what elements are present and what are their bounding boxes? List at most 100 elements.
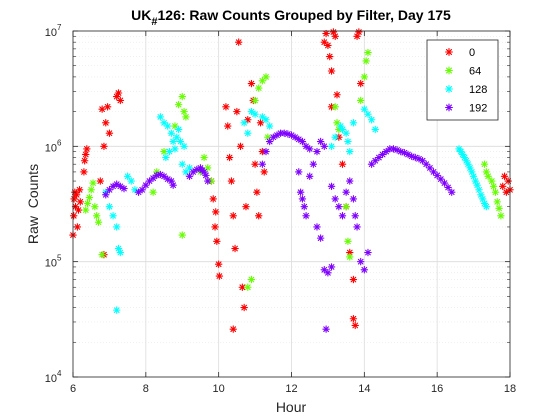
data-point xyxy=(356,79,365,88)
data-point xyxy=(316,137,325,146)
data-point xyxy=(74,206,83,214)
data-point xyxy=(298,195,307,203)
data-point xyxy=(251,110,259,118)
data-point xyxy=(300,202,308,211)
data-point xyxy=(447,188,456,196)
data-point xyxy=(182,113,190,121)
data-point xyxy=(176,137,185,146)
data-point xyxy=(109,212,117,220)
y-tick-exponent: 7 xyxy=(57,23,62,32)
data-point xyxy=(109,182,117,191)
data-point xyxy=(342,202,350,211)
data-point xyxy=(482,202,491,211)
data-point xyxy=(342,188,350,196)
data-point xyxy=(105,129,114,137)
data-point xyxy=(484,172,492,181)
data-point xyxy=(123,172,132,181)
x-tick-label: 14 xyxy=(358,383,370,395)
data-point xyxy=(364,110,372,118)
data-point xyxy=(495,204,503,213)
x-tick-label: 18 xyxy=(504,383,516,395)
data-point xyxy=(160,172,168,181)
title-subscript: # xyxy=(151,16,157,28)
data-point xyxy=(134,188,143,196)
data-point xyxy=(493,198,502,206)
data-point xyxy=(87,186,95,194)
data-point xyxy=(265,137,274,146)
x-tick-label: 10 xyxy=(213,383,225,395)
x-axis-label: Hour xyxy=(276,399,307,415)
data-point xyxy=(231,244,239,253)
data-points xyxy=(69,28,514,333)
data-point xyxy=(171,145,179,153)
series-64 xyxy=(81,48,505,292)
data-point xyxy=(138,186,146,194)
data-point xyxy=(83,145,91,153)
data-point xyxy=(362,57,370,65)
title-prefix: UK xyxy=(131,7,151,23)
data-point xyxy=(203,164,212,172)
data-point xyxy=(229,325,237,333)
data-point xyxy=(242,202,250,211)
data-point xyxy=(260,168,268,176)
data-point xyxy=(100,142,108,151)
data-point xyxy=(185,172,194,181)
data-point xyxy=(364,48,372,57)
data-point xyxy=(156,113,165,121)
data-point xyxy=(105,202,114,211)
data-point xyxy=(149,174,157,182)
data-point xyxy=(98,105,106,113)
data-point xyxy=(254,84,263,92)
data-point xyxy=(173,133,181,141)
data-point xyxy=(355,28,363,36)
data-point xyxy=(262,116,270,124)
y-tick-exponent: 5 xyxy=(57,254,62,263)
data-point xyxy=(211,223,219,231)
data-point xyxy=(182,168,190,176)
data-point xyxy=(251,160,259,168)
data-point xyxy=(305,145,314,153)
data-point xyxy=(256,119,265,127)
data-point xyxy=(215,272,224,280)
data-point xyxy=(212,208,220,216)
data-point xyxy=(200,153,208,162)
data-point xyxy=(236,142,245,151)
data-point xyxy=(360,73,369,81)
data-point xyxy=(72,191,81,199)
data-point xyxy=(75,186,84,194)
data-point xyxy=(360,105,369,113)
data-point xyxy=(254,212,263,220)
data-point xyxy=(247,107,256,116)
data-point xyxy=(367,116,376,124)
data-point xyxy=(356,257,365,266)
data-point xyxy=(346,147,354,156)
data-point xyxy=(378,150,387,159)
data-point xyxy=(322,29,330,38)
data-point xyxy=(80,168,88,176)
data-point xyxy=(338,160,347,168)
data-point xyxy=(98,250,106,259)
data-point xyxy=(102,191,110,199)
data-point xyxy=(105,186,114,194)
series-192 xyxy=(102,129,456,333)
data-point xyxy=(69,212,78,220)
data-point xyxy=(222,103,230,111)
data-point xyxy=(178,92,186,101)
data-point xyxy=(240,119,248,127)
data-point xyxy=(80,156,89,165)
data-point xyxy=(225,153,234,162)
data-point xyxy=(349,119,358,127)
data-point xyxy=(213,237,221,246)
data-point xyxy=(167,129,176,137)
data-point xyxy=(81,206,90,214)
data-point xyxy=(112,223,121,231)
data-point xyxy=(92,212,101,220)
data-point xyxy=(349,275,358,284)
data-point xyxy=(253,188,261,196)
data-point xyxy=(327,263,336,271)
data-point xyxy=(265,122,274,130)
y-tick-exponent: 4 xyxy=(57,369,62,378)
data-point xyxy=(480,160,489,168)
